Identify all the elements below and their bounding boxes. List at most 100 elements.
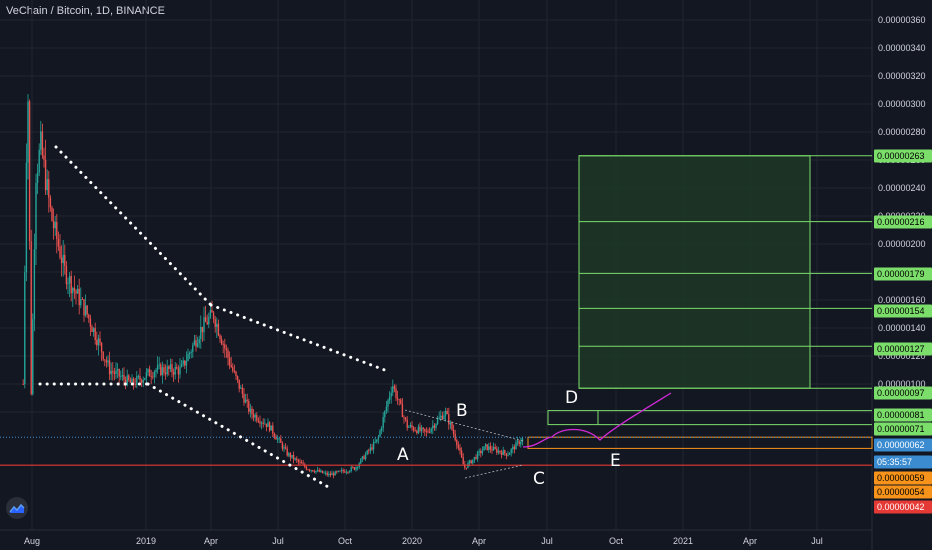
price-badge-red	[874, 500, 932, 514]
candle-body	[137, 376, 140, 377]
candle-body	[254, 415, 256, 418]
price-badge-label: 05:35:57	[877, 457, 912, 467]
candle-body	[513, 446, 516, 450]
candle-body	[390, 392, 392, 397]
candle-body	[419, 426, 421, 431]
candle-body	[139, 376, 141, 380]
candle-body	[515, 442, 517, 450]
candle-body	[520, 441, 522, 445]
candle-body	[507, 455, 509, 456]
candle-body	[371, 447, 373, 450]
candle-body	[35, 182, 37, 250]
candle-body	[438, 417, 440, 420]
candle-body	[51, 207, 53, 221]
candle-body	[400, 399, 402, 404]
dotted-trendline	[54, 145, 213, 307]
candle-body	[270, 425, 272, 431]
candle-body	[73, 287, 76, 291]
price-badge-label: 0.00000263	[877, 151, 925, 161]
tradingview-logo[interactable]	[6, 497, 28, 519]
candle-body	[113, 372, 116, 374]
candle-body	[251, 408, 253, 415]
candle-body	[212, 312, 215, 320]
candle-body	[112, 370, 114, 373]
candle-body	[123, 375, 125, 380]
candle-body	[104, 359, 106, 361]
candle-body	[462, 457, 464, 465]
candle-body	[24, 272, 26, 385]
candle-body	[187, 354, 189, 361]
candle-body	[172, 372, 175, 375]
y-tick-label: 0.00000360	[878, 15, 926, 25]
candle-body	[496, 448, 498, 453]
candle-body	[342, 470, 344, 472]
candle-body	[52, 220, 55, 229]
candle-body	[268, 422, 271, 431]
candle-body	[43, 155, 45, 160]
candle-body	[395, 388, 397, 398]
candle-body	[489, 446, 492, 450]
wave-label-c: C	[533, 469, 545, 489]
candle-body	[200, 326, 202, 340]
projection-path	[522, 392, 672, 448]
target-box	[578, 155, 811, 389]
candle-body	[68, 276, 71, 284]
price-badge-target	[874, 304, 932, 318]
candle-body	[374, 441, 376, 443]
candle-body	[150, 376, 152, 378]
candle-body	[331, 473, 333, 476]
candle-body	[379, 430, 381, 437]
candle-body	[196, 343, 199, 347]
candle-body	[190, 351, 192, 353]
candle-body	[281, 442, 284, 449]
candle-body	[350, 467, 352, 472]
candle-body	[54, 221, 56, 229]
candle-body	[105, 360, 108, 363]
candle-body	[248, 400, 250, 412]
candle-body	[161, 367, 164, 376]
candle-body	[128, 375, 130, 381]
candle-body	[403, 417, 405, 418]
candle-body	[364, 454, 367, 460]
candle-body	[361, 456, 364, 459]
candle-body	[236, 376, 239, 380]
candle-body	[216, 323, 218, 327]
price-badge-label: 0.00000062	[877, 440, 925, 450]
candle-body	[201, 326, 204, 333]
candle-body	[32, 319, 34, 395]
candle-body	[369, 447, 372, 451]
candle-body	[440, 415, 442, 418]
candle-body	[76, 288, 79, 294]
candle-body	[492, 447, 495, 451]
candle-body	[456, 439, 458, 446]
candle-body	[214, 319, 216, 327]
candle-body	[299, 461, 301, 463]
candle-body	[91, 326, 93, 332]
candle-body	[70, 276, 72, 294]
price-badge-label: 0.00000179	[877, 269, 925, 279]
candle-body	[86, 305, 88, 315]
candle-body	[288, 453, 290, 456]
candle-body	[297, 459, 300, 462]
candle-body	[344, 471, 346, 473]
candle-body	[262, 422, 264, 424]
candle-body	[494, 447, 496, 449]
candle-body	[436, 419, 439, 425]
y-tick-label: 0.00000300	[878, 99, 926, 109]
candle-body	[475, 456, 477, 459]
candle-body	[33, 249, 36, 320]
price-badge-label: 0.00000042	[877, 502, 925, 512]
x-tick-label: Jul	[541, 536, 553, 546]
candle-body	[384, 411, 386, 418]
y-tick-label: 0.00000280	[878, 127, 926, 137]
candle-body	[446, 410, 448, 414]
candle-body	[292, 454, 295, 460]
candle-body	[476, 452, 479, 459]
candle-body	[387, 399, 389, 407]
candle-body	[289, 453, 292, 458]
candle-body	[273, 433, 276, 437]
candle-body	[505, 453, 508, 456]
candle-body	[179, 366, 181, 375]
candle-body	[22, 384, 24, 385]
